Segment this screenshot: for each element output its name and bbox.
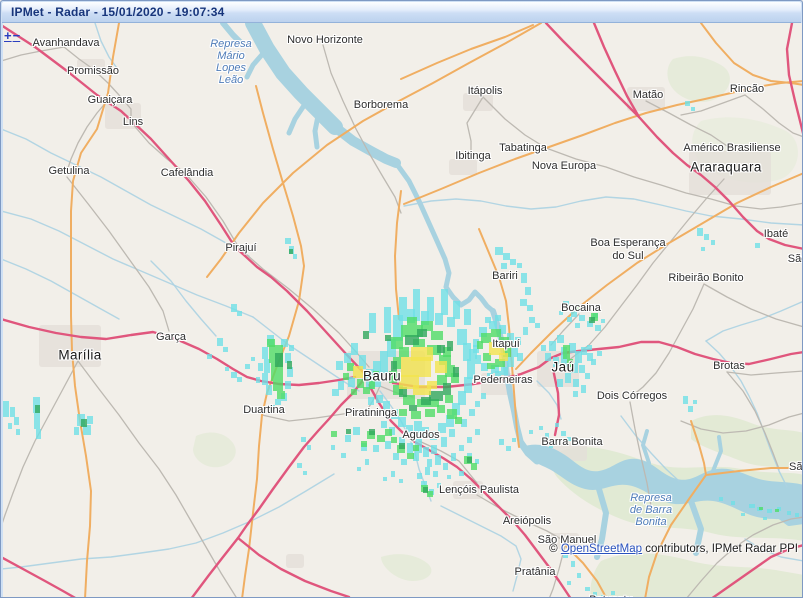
openstreetmap-link[interactable]: OpenStreetMap [560, 543, 643, 555]
zoom-control: +− [4, 27, 21, 45]
map-canvas[interactable] [3, 23, 802, 597]
map-attribution: © OpenStreetMap contributors, IPMet Rada… [549, 543, 798, 555]
zoom-out-button[interactable]: − [12, 28, 21, 43]
roads-pink [3, 23, 802, 597]
map-viewport[interactable]: Marília Bauru Araraquara Jaú Avanhandava Prom… [3, 23, 802, 597]
roads-gray [3, 44, 802, 597]
copyright-symbol: © [549, 543, 558, 555]
radar-overlay [3, 101, 799, 597]
window-title: IPMet - Radar - 15/01/2020 - 19:07:34 [11, 5, 225, 19]
zoom-in-button[interactable]: + [4, 28, 12, 43]
attribution-suffix: contributors, IPMet Radar PPI [642, 543, 798, 555]
window-titlebar[interactable]: IPMet - Radar - 15/01/2020 - 19:07:34 [2, 2, 801, 23]
